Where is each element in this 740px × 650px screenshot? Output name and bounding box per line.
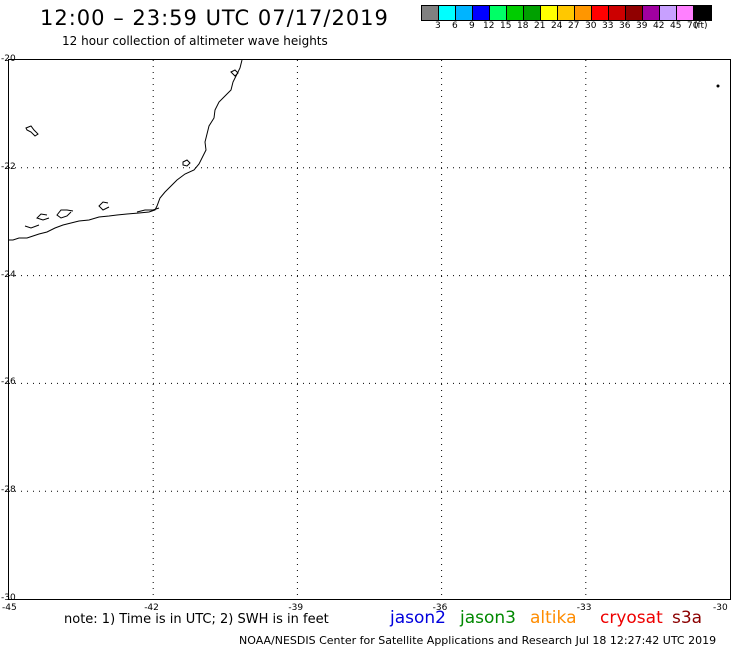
colorbar-swatch	[524, 6, 541, 20]
coastline-shape	[9, 60, 243, 241]
longitude-label: -45	[2, 603, 17, 613]
colorbar-swatch	[609, 6, 626, 20]
colorbar-label: 70	[687, 21, 699, 31]
colorbar-label: 33	[602, 21, 614, 31]
map-title: 12:00 – 23:59 UTC 07/17/2019	[40, 6, 389, 30]
colorbar-swatch	[677, 6, 694, 20]
colorbar-swatch	[422, 6, 439, 20]
colorbar-swatch	[643, 6, 660, 20]
colorbar-label: 45	[670, 21, 682, 31]
colorbar-label: 3	[435, 21, 441, 31]
colorbar-label: 27	[568, 21, 580, 31]
map-area[interactable]	[8, 59, 731, 600]
colorbar-swatch	[456, 6, 473, 20]
footer-note: note: 1) Time is in UTC; 2) SWH is in fe…	[64, 612, 329, 627]
colorbar-label: 24	[551, 21, 563, 31]
longitude-label: -42	[144, 603, 159, 613]
latitude-label: -26	[1, 377, 16, 388]
island-shape	[25, 125, 39, 137]
longitude-label: -36	[432, 603, 448, 613]
colorbar-swatch	[592, 6, 609, 20]
colorbar-swatch	[490, 6, 507, 20]
colorbar-swatch	[660, 6, 677, 20]
colorbar-swatch	[439, 6, 456, 20]
colorbar-label: 30	[585, 21, 597, 31]
satellite-legend-item: jason3	[460, 608, 516, 628]
colorbar-label: 9	[469, 21, 475, 31]
colorbar-label: 21	[534, 21, 546, 31]
satellite-legend-item: altika	[530, 608, 577, 628]
latitude-label: -30	[1, 593, 16, 603]
colorbar-swatch	[473, 6, 490, 20]
latitude-label: -20	[1, 54, 16, 64]
latitude-label: -22	[1, 161, 16, 172]
satellite-legend-item: cryosat	[600, 608, 663, 628]
colorbar-label: 6	[452, 21, 458, 31]
colorbar-swatch	[507, 6, 524, 20]
satellite-legend-item: s3a	[672, 608, 703, 628]
coast-bay	[230, 69, 239, 77]
satellite-legend-item: jason2	[390, 608, 446, 628]
colorbar-label: 42	[653, 21, 665, 31]
colorbar-swatch	[558, 6, 575, 20]
island-dot	[716, 84, 720, 88]
coast-lagoon	[182, 159, 191, 167]
colorbar-label: 15	[500, 21, 512, 31]
colorbar-label: 12	[483, 21, 495, 31]
colorbar-swatch	[541, 6, 558, 20]
latitude-label: -28	[1, 485, 16, 496]
longitude-label: -39	[288, 603, 304, 613]
wave-height-colorbar	[421, 5, 712, 21]
colorbar-label: 39	[636, 21, 648, 31]
grid-lines	[9, 60, 730, 599]
colorbar-label: 18	[517, 21, 529, 31]
coastline-inlet	[24, 201, 160, 229]
map-svg	[9, 60, 730, 599]
map-subtitle: 12 hour collection of altimeter wave hei…	[62, 34, 328, 48]
colorbar-swatch	[694, 6, 711, 20]
longitude-label: -33	[576, 603, 592, 613]
colorbar-unit: (ft)	[694, 21, 708, 31]
longitude-label: -30	[713, 603, 728, 613]
colorbar-label: 36	[619, 21, 631, 31]
footer-credit: NOAA/NESDIS Center for Satellite Applica…	[239, 634, 717, 647]
colorbar-swatch	[575, 6, 592, 20]
colorbar-swatch	[626, 6, 643, 20]
latitude-label: -24	[1, 269, 16, 280]
